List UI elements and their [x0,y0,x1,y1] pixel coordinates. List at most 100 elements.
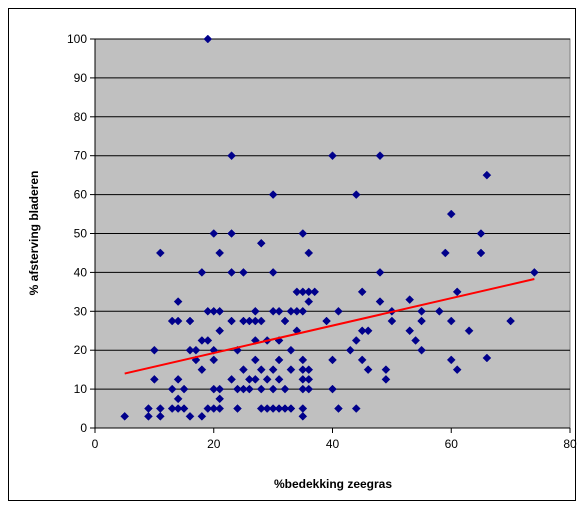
data-point [239,268,248,277]
data-point [262,404,272,413]
data-point [250,355,260,365]
data-point [155,411,165,421]
data-point [298,229,308,238]
data-point [304,297,314,306]
y-tick-label: 30 [74,304,88,318]
data-point [298,375,308,384]
data-point [239,365,248,375]
data-point [268,384,278,394]
data-point [191,345,201,355]
data-point [227,375,236,384]
data-point [298,411,308,421]
data-point [357,326,367,336]
data-point [167,404,177,413]
data-point [173,316,183,326]
data-point [280,404,290,413]
data-point [203,306,213,316]
data-point [304,248,314,258]
y-tick-label: 80 [74,110,88,124]
data-point [268,190,278,199]
y-tick-label: 20 [74,343,88,357]
data-point [144,411,153,421]
data-point [351,404,361,413]
y-tick-label: 40 [74,265,88,279]
data-point [446,355,456,365]
data-point [239,316,248,326]
data-point [209,404,219,413]
data-point [405,295,415,304]
data-point [215,404,225,413]
data-point [476,229,486,238]
data-point [227,229,236,238]
data-point [446,316,456,326]
x-tick-label: 0 [92,437,99,451]
data-point [435,306,444,316]
data-point [150,345,159,355]
data-point [304,365,314,375]
data-point [286,306,296,316]
data-point [197,365,207,375]
data-point [268,365,278,375]
data-point [268,268,278,277]
data-point [215,248,225,258]
data-point [209,306,219,316]
data-point [417,306,426,316]
data-point [185,345,195,355]
data-point [203,404,213,413]
data-point [233,384,242,394]
data-point [298,287,308,297]
data-point [215,394,225,404]
data-point [250,375,260,384]
data-point [304,287,314,297]
data-point [411,336,420,345]
data-point [185,411,195,421]
data-point [405,326,415,336]
data-point [268,404,278,413]
data-point [239,384,248,394]
data-point [375,268,385,277]
data-point [375,297,385,306]
data-point [203,336,213,345]
data-point [227,151,236,161]
data-point [197,336,207,345]
y-tick-label: 10 [74,382,88,396]
data-point [417,345,426,355]
data-point [334,306,343,316]
data-point [179,404,189,413]
data-point [256,316,266,326]
data-point [173,375,183,384]
data-point [173,297,183,306]
data-point [298,365,308,375]
data-point [310,287,320,297]
grid-layer [95,38,570,390]
data-point [227,268,236,277]
axis-layer: 0 10 20 30 40 50 60 70 80 90 100 0 20 40 60 80 [67,32,577,451]
data-point [167,384,177,394]
data-point [286,404,296,413]
data-point [274,355,284,365]
data-point [357,287,367,297]
y-tick-label: 90 [74,71,88,85]
data-point [357,355,367,365]
points-layer [120,34,539,421]
data-point [209,355,219,365]
data-point [286,345,296,355]
data-point [215,326,225,336]
data-point [304,384,314,394]
trendline [124,278,535,375]
data-point [274,404,284,413]
data-point [292,287,302,297]
data-point [292,306,302,316]
y-tick-label: 0 [80,421,87,435]
data-point [245,384,254,394]
data-point [446,209,456,219]
data-point [209,384,219,394]
data-point [530,268,539,277]
data-point [298,306,308,316]
data-point [280,384,290,394]
y-tick-label: 100 [67,32,87,46]
data-point [262,375,272,384]
data-point [482,353,492,363]
data-point [256,404,266,413]
